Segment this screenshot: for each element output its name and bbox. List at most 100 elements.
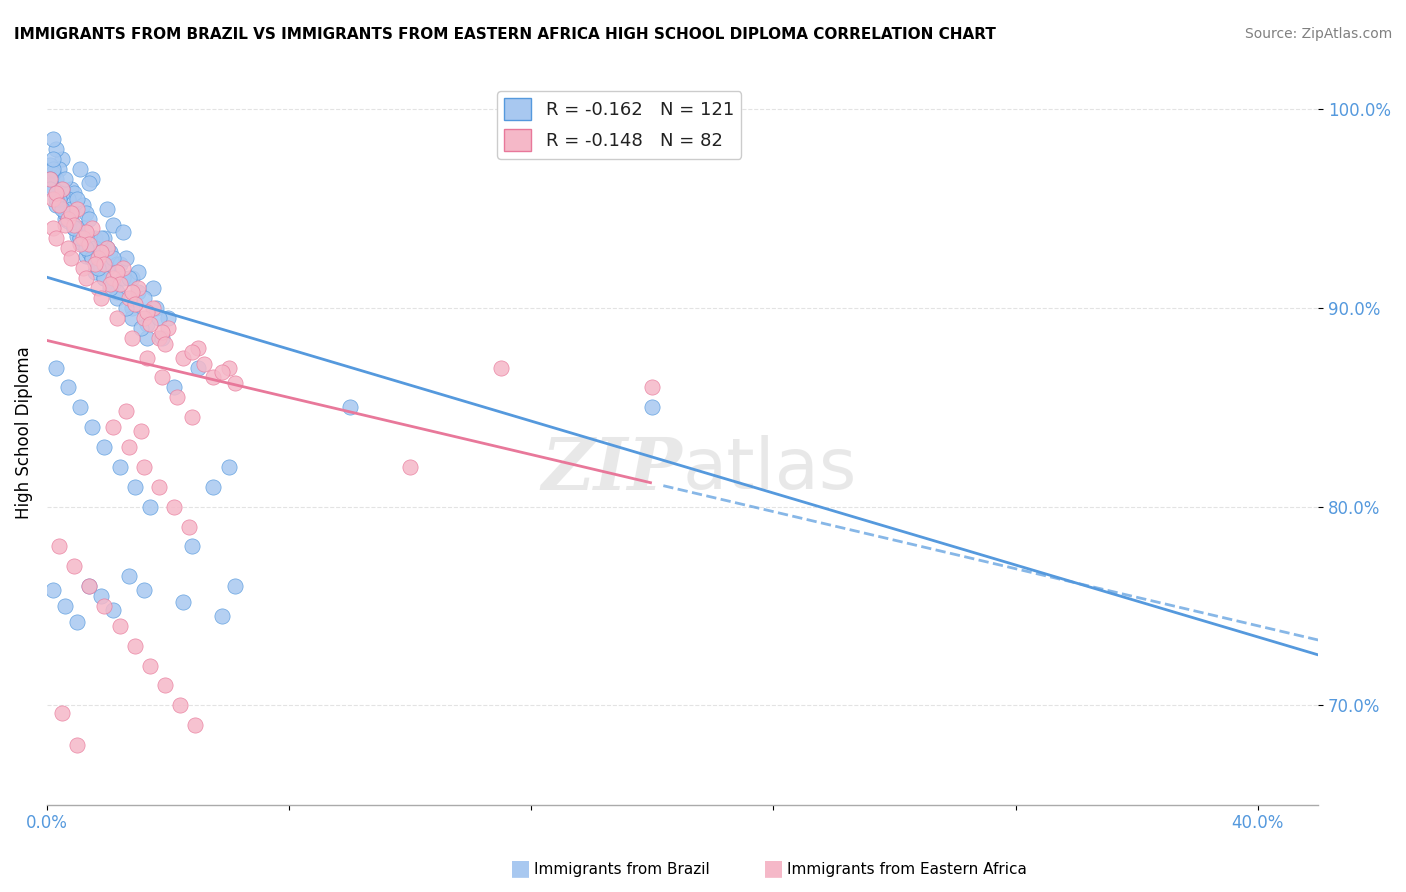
Point	[153, 336, 176, 351]
Point	[202, 370, 225, 384]
Point	[139, 500, 162, 514]
Point	[103, 277, 125, 292]
Point	[224, 579, 246, 593]
Point	[163, 500, 186, 514]
Point	[72, 231, 94, 245]
Point	[117, 440, 139, 454]
Point	[135, 317, 157, 331]
Point	[77, 176, 100, 190]
Point	[69, 401, 91, 415]
Point	[100, 277, 122, 292]
Point	[45, 186, 67, 200]
Point	[108, 619, 131, 633]
Point	[56, 211, 79, 226]
Point	[117, 569, 139, 583]
Point	[93, 599, 115, 613]
Text: ZIP: ZIP	[541, 434, 682, 505]
Point	[96, 241, 118, 255]
Point	[82, 171, 104, 186]
Point	[51, 186, 73, 200]
Point	[108, 277, 131, 292]
Point	[63, 559, 86, 574]
Text: atlas: atlas	[682, 435, 858, 504]
Point	[63, 221, 86, 235]
Point	[96, 261, 118, 276]
Point	[139, 317, 162, 331]
Point	[93, 231, 115, 245]
Point	[66, 221, 89, 235]
Point	[51, 182, 73, 196]
Point	[66, 738, 89, 752]
Point	[641, 401, 664, 415]
Point	[121, 310, 143, 325]
Point	[114, 252, 136, 266]
Point	[339, 401, 361, 415]
Point	[75, 271, 97, 285]
Point	[72, 237, 94, 252]
Point	[77, 245, 100, 260]
Point	[103, 252, 125, 266]
Point	[69, 231, 91, 245]
Point	[56, 211, 79, 226]
Point	[42, 152, 65, 166]
Point	[399, 459, 422, 474]
Text: IMMIGRANTS FROM BRAZIL VS IMMIGRANTS FROM EASTERN AFRICA HIGH SCHOOL DIPLOMA COR: IMMIGRANTS FROM BRAZIL VS IMMIGRANTS FRO…	[14, 27, 995, 42]
Point	[187, 360, 209, 375]
Point	[132, 291, 155, 305]
Point	[166, 390, 188, 404]
Point	[53, 599, 76, 613]
Point	[48, 540, 70, 554]
Point	[124, 480, 146, 494]
Point	[63, 186, 86, 200]
Point	[63, 221, 86, 235]
Point	[51, 182, 73, 196]
Point	[169, 698, 191, 713]
Text: Immigrants from Brazil: Immigrants from Brazil	[534, 863, 710, 877]
Point	[63, 218, 86, 232]
Point	[60, 182, 83, 196]
Point	[218, 360, 240, 375]
Point	[127, 281, 149, 295]
Point	[114, 404, 136, 418]
Point	[69, 235, 91, 250]
Point	[153, 678, 176, 692]
Point	[103, 271, 125, 285]
Point	[111, 226, 134, 240]
Point	[56, 192, 79, 206]
Point	[103, 218, 125, 232]
Point	[103, 603, 125, 617]
Point	[93, 440, 115, 454]
Point	[56, 213, 79, 227]
Point	[45, 360, 67, 375]
Point	[150, 331, 173, 345]
Point	[150, 325, 173, 339]
Point	[45, 142, 67, 156]
Point	[127, 285, 149, 299]
Point	[135, 305, 157, 319]
Point	[82, 252, 104, 266]
Point	[84, 241, 107, 255]
Point	[42, 192, 65, 206]
Point	[90, 245, 112, 260]
Point	[135, 331, 157, 345]
Point	[181, 410, 204, 425]
Point	[108, 459, 131, 474]
Point	[90, 261, 112, 276]
Point	[193, 357, 215, 371]
Point	[42, 132, 65, 146]
Y-axis label: High School Diploma: High School Diploma	[15, 346, 32, 518]
Point	[90, 245, 112, 260]
Point	[121, 331, 143, 345]
Point	[111, 261, 134, 276]
Point	[121, 301, 143, 315]
Point	[69, 237, 91, 252]
Point	[148, 331, 170, 345]
Point	[172, 595, 194, 609]
Text: ■: ■	[763, 858, 783, 878]
Point	[121, 271, 143, 285]
Point	[105, 265, 128, 279]
Point	[218, 459, 240, 474]
Point	[82, 420, 104, 434]
Point	[72, 261, 94, 276]
Point	[224, 376, 246, 391]
